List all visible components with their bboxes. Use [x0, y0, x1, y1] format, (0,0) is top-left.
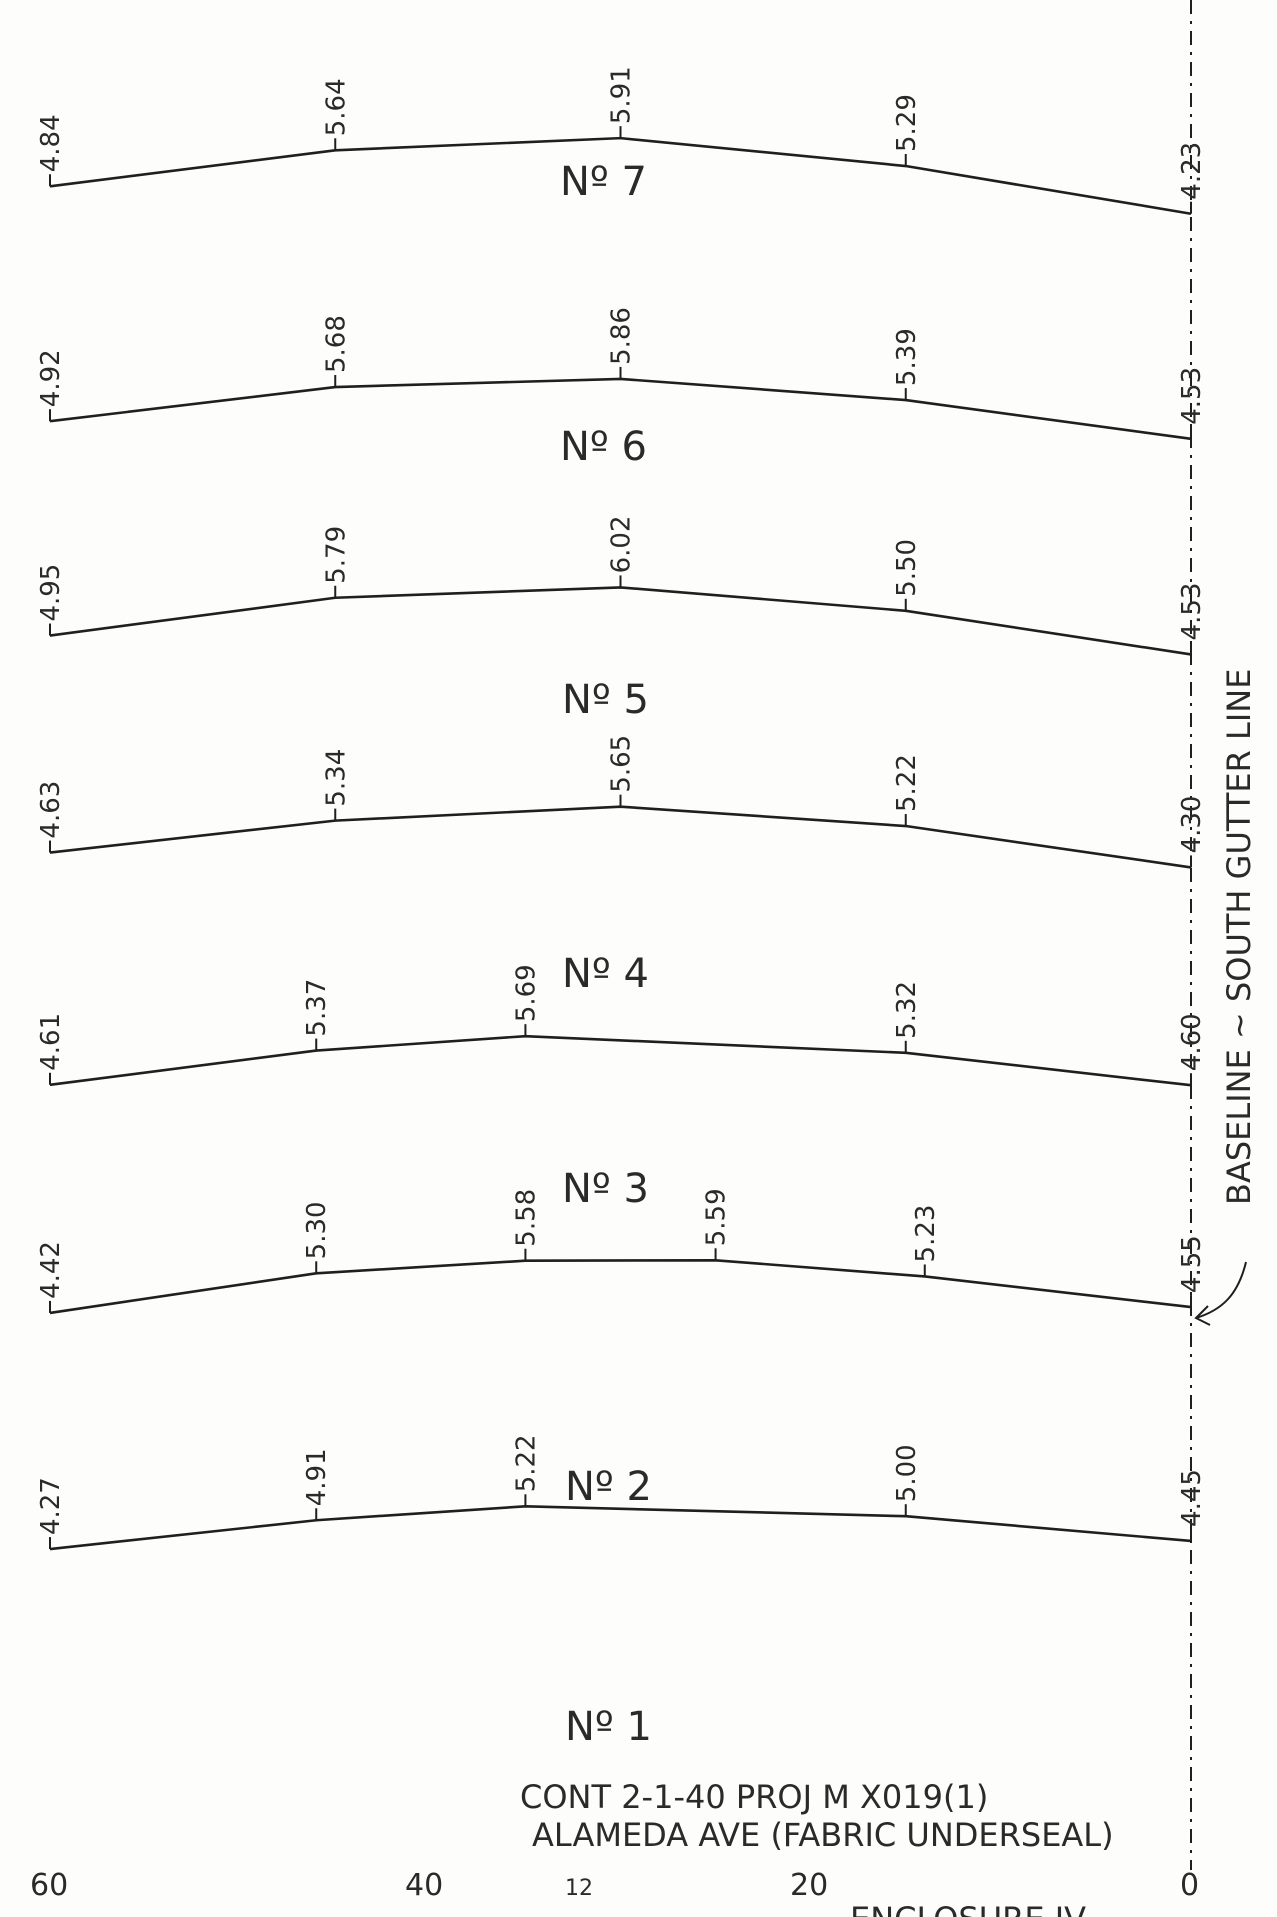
profile-line — [49, 1258, 1192, 1315]
elevation-label: 4.53 — [1177, 367, 1207, 425]
elevation-label: 5.79 — [321, 526, 351, 584]
profile-line — [49, 586, 1192, 656]
elevation-label: 6.02 — [607, 516, 637, 574]
axis-label-0: 0 — [1180, 1868, 1199, 1903]
profile-4: 4.63 5.34 5.65 5.22 4.30 Nº 4 — [36, 735, 1207, 997]
profile-5: 4.95 5.79 6.02 5.50 4.53 Nº 5 — [36, 516, 1207, 723]
profile-label: Nº 2 — [565, 1464, 652, 1510]
elevation-label: 5.50 — [892, 539, 922, 597]
elevation-label: 5.68 — [321, 315, 351, 373]
elevation-label: 4.45 — [1177, 1469, 1207, 1527]
profile-6: 4.92 5.68 5.86 5.39 4.53 Nº 6 — [36, 307, 1207, 470]
enclosure-label: ENCLOSURE IV — [850, 1900, 1086, 1917]
profile-1: 4.27 4.91 5.22 5.00 4.45 Nº 1 — [36, 1434, 1207, 1750]
profiles-layer: 4.84 5.64 5.91 5.29 4.23 Nº 7 4.92 5.68 5.86 5.39… — [36, 66, 1207, 1750]
elevation-label: 5.34 — [321, 749, 351, 807]
elevation-label: 5.32 — [892, 981, 922, 1039]
profile-3: 4.61 5.37 5.69 5.32 4.60 Nº 3 — [36, 964, 1207, 1212]
elevation-label: 4.61 — [36, 1013, 66, 1071]
profile-line — [49, 1505, 1192, 1551]
elevation-label: 5.22 — [511, 1434, 541, 1492]
elevation-label: 5.22 — [892, 754, 922, 812]
profile-label: Nº 4 — [562, 951, 649, 997]
elevation-label: 5.58 — [511, 1189, 541, 1247]
elevation-label: 5.64 — [321, 78, 351, 136]
profile-label: Nº 3 — [562, 1166, 649, 1212]
elevation-label: 4.30 — [1177, 796, 1207, 854]
baseline-arrowhead — [1194, 1305, 1211, 1326]
axis-label-12: 12 — [565, 1876, 593, 1901]
elevation-label: 5.91 — [607, 66, 637, 124]
elevation-label: 4.92 — [36, 349, 66, 407]
profile-label: Nº 5 — [562, 677, 649, 723]
project-note-line2: ALAMEDA AVE (FABRIC UNDERSEAL) — [532, 1816, 1114, 1854]
elevation-label: 5.65 — [607, 735, 637, 793]
elevation-label: 4.23 — [1177, 142, 1207, 200]
project-note-line1: CONT 2-1-40 PROJ M X019(1) — [520, 1778, 988, 1816]
baseline-arrow — [1195, 1261, 1247, 1319]
elevation-label: 4.55 — [1177, 1235, 1207, 1293]
elevation-label: 4.42 — [36, 1241, 66, 1299]
elevation-label: 4.27 — [36, 1477, 66, 1535]
elevation-label: 5.39 — [892, 328, 922, 386]
profile-7: 4.84 5.64 5.91 5.29 4.23 Nº 7 — [36, 66, 1207, 216]
elevation-label: 4.60 — [1177, 1013, 1207, 1071]
axis-label-40: 40 — [405, 1868, 443, 1903]
profile-line — [49, 805, 1192, 869]
profile-label: Nº 6 — [560, 424, 647, 470]
elevation-label: 4.84 — [36, 114, 66, 172]
elevation-label: 4.63 — [36, 781, 66, 839]
elevation-label: 5.59 — [702, 1188, 732, 1246]
elevation-label: 4.91 — [302, 1448, 332, 1506]
elevation-label: 4.95 — [36, 564, 66, 622]
elevation-label: 5.29 — [892, 94, 922, 152]
elevation-label: 5.00 — [892, 1444, 922, 1502]
elevation-label: 4.53 — [1177, 583, 1207, 641]
baseline-label: BASELINE ~ SOUTH GUTTER LINE — [1220, 669, 1258, 1205]
elevation-label: 5.69 — [511, 964, 541, 1022]
profile-line — [49, 1034, 1192, 1087]
profile-label: Nº 1 — [565, 1704, 652, 1750]
axis-label-20: 20 — [790, 1868, 828, 1903]
profile-2: 4.42 5.30 5.58 5.59 5.23 4.55 Nº 2 — [36, 1188, 1207, 1510]
axis-label-60: 60 — [30, 1868, 68, 1903]
elevation-label: 5.23 — [911, 1205, 941, 1263]
profile-label: Nº 7 — [560, 159, 647, 205]
elevation-label: 5.86 — [607, 307, 637, 365]
elevation-label: 5.37 — [302, 979, 332, 1037]
elevation-label: 5.30 — [302, 1201, 332, 1259]
